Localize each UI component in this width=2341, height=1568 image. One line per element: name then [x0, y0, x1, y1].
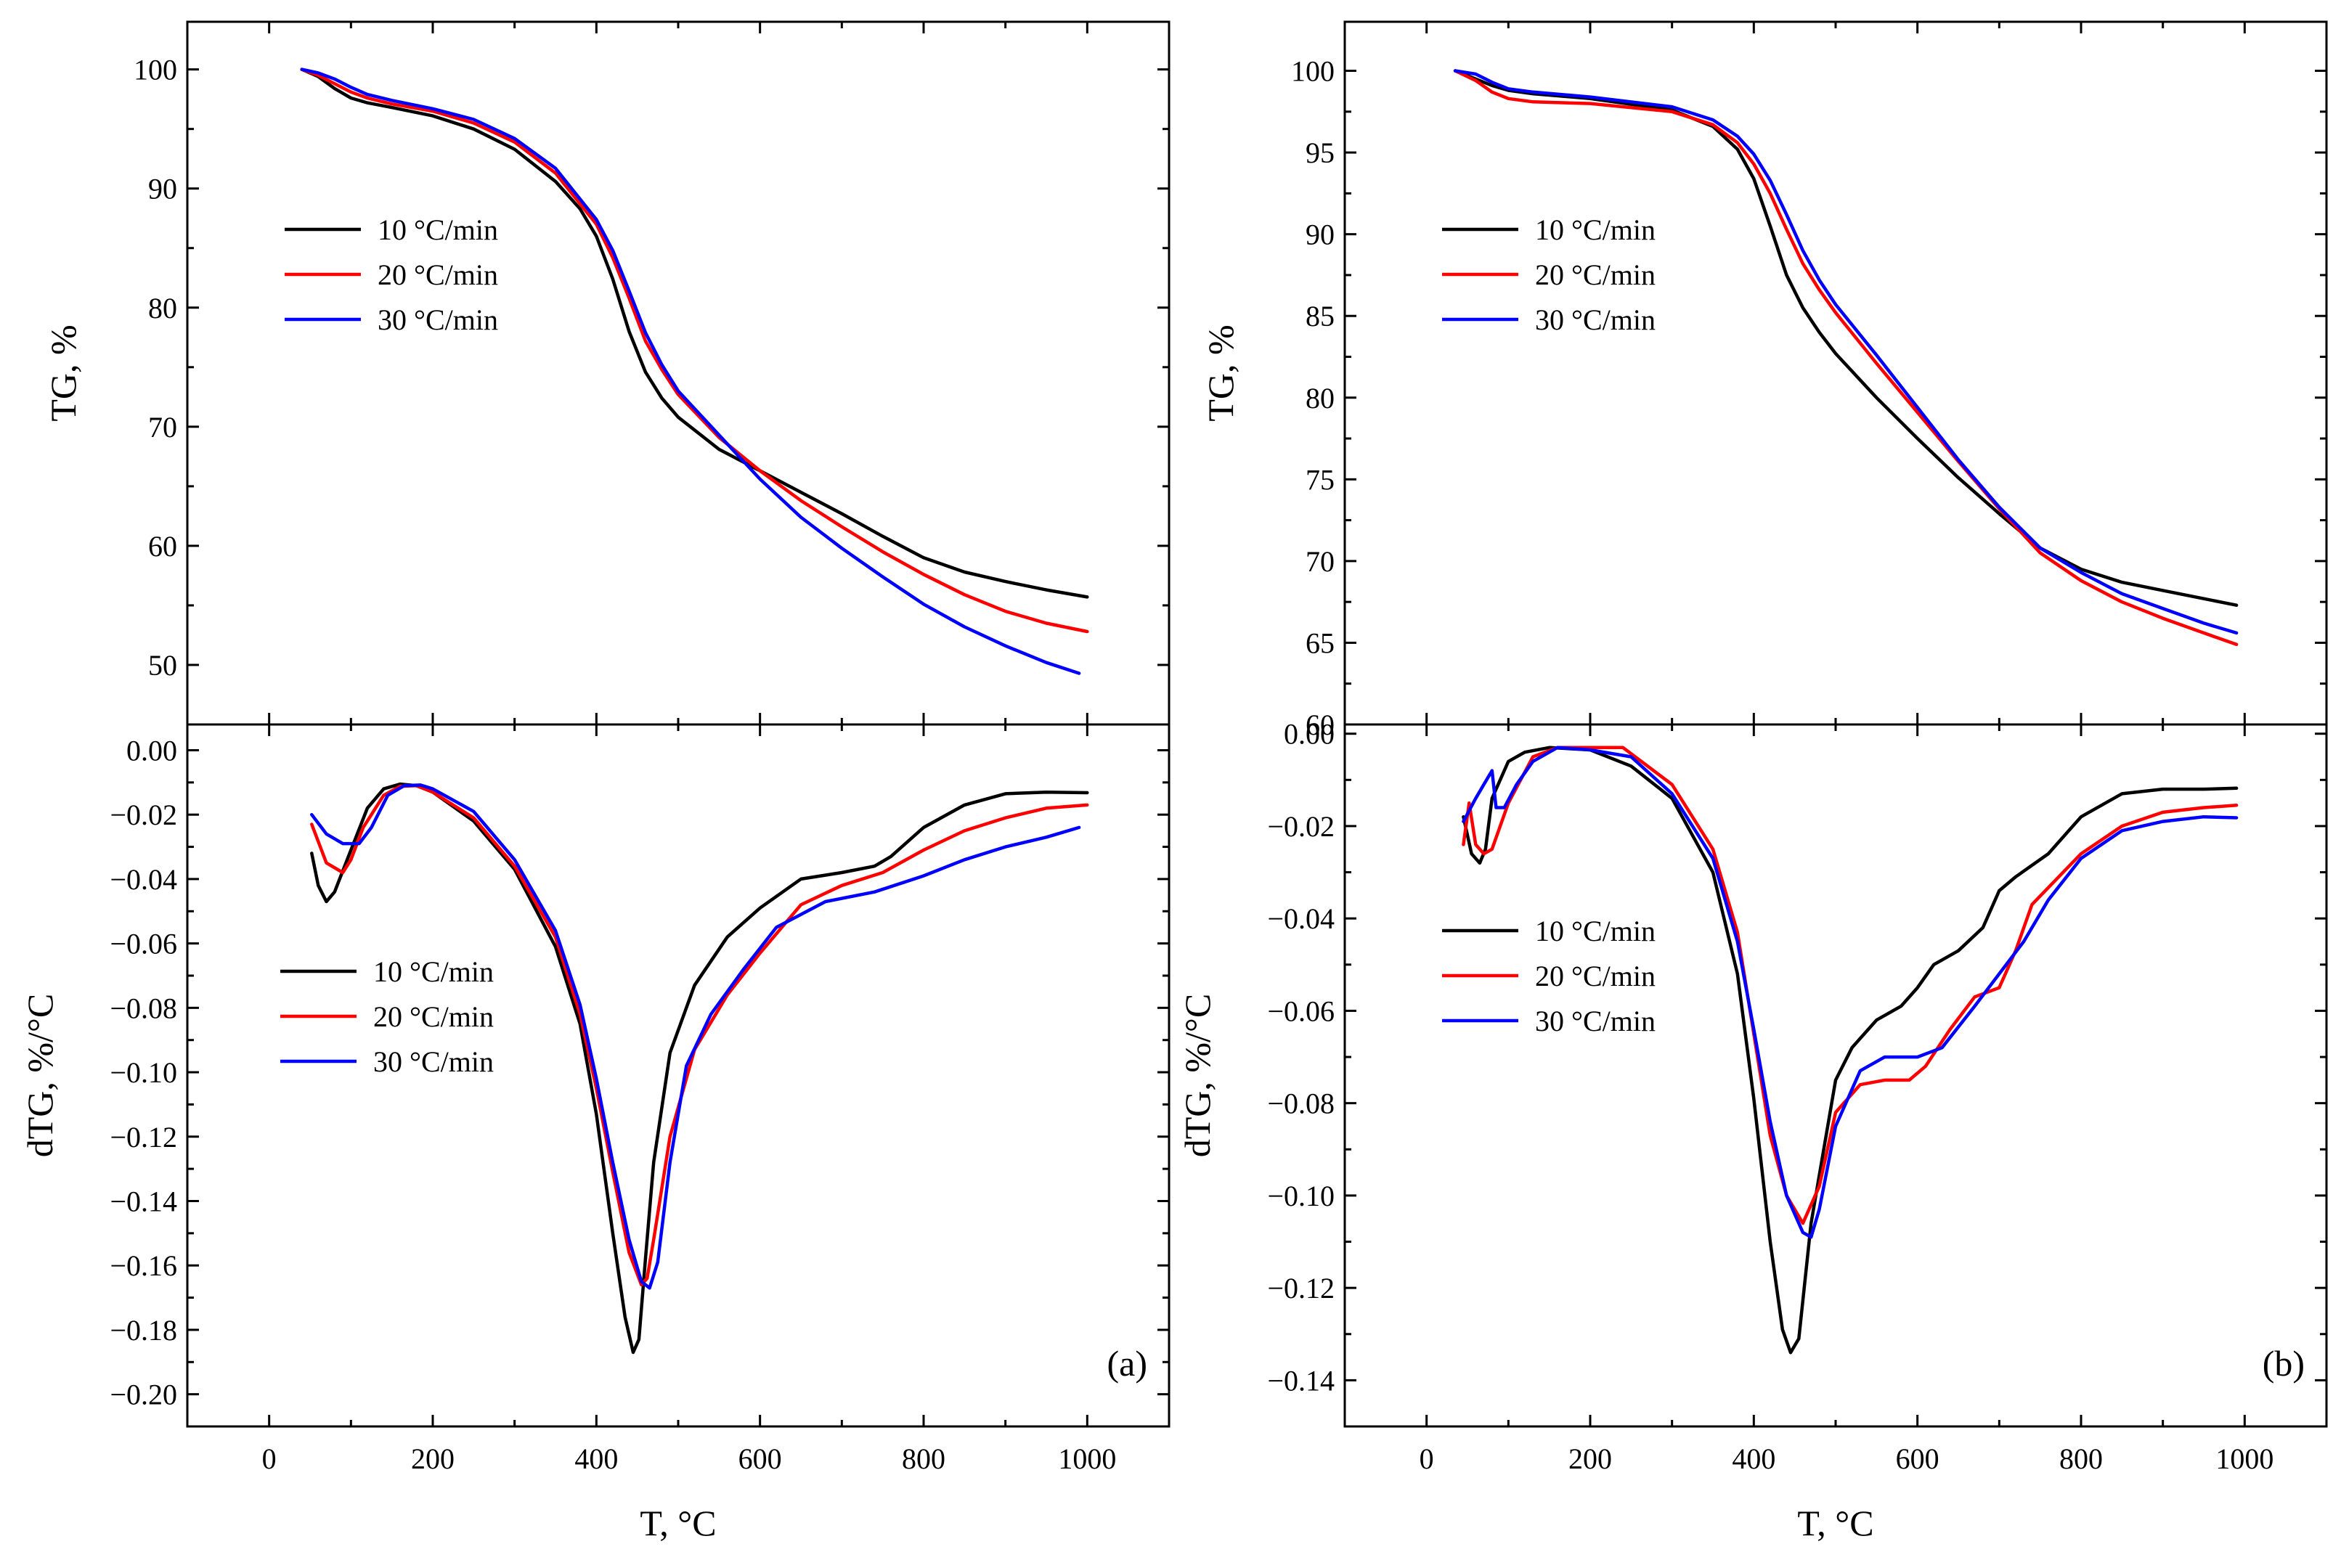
plot-frame: [1343, 723, 2328, 1428]
y-tick-label: 65: [1306, 626, 1335, 659]
y-tick-label: 85: [1306, 300, 1335, 332]
legend-label: 10 °C/min: [1535, 915, 1656, 947]
y-tick-label: −0.12: [110, 1121, 177, 1153]
legend-label: 10 °C/min: [1535, 213, 1656, 246]
plot-frame: [186, 20, 1170, 726]
y-axis-title: dTG, %/°C: [20, 994, 60, 1158]
y-tick-label: −0.16: [110, 1249, 177, 1282]
panel-b-top: 60 65 70 75 80 85 90 95 100 TG, % 10 °C/min 20 °C/m…: [1200, 20, 2328, 741]
y-tick-label: −0.12: [1267, 1272, 1335, 1304]
y-tick-label: 70: [148, 411, 177, 444]
y-tick-label: −0.02: [1267, 810, 1335, 843]
legend-label: 20 °C/min: [378, 258, 498, 291]
series-line-20-cpm: [300, 68, 1089, 634]
panel-a-top: 50 60 70 80 90 100 TG, % 10 °C/min 20 °C/min 30 °…: [43, 20, 1170, 726]
x-axis-title: T, °C: [1797, 1503, 1873, 1543]
y-tick-label: −0.04: [110, 863, 177, 896]
y-tick-label: 0.00: [126, 734, 177, 767]
y-tick-label: 90: [1306, 219, 1335, 251]
y-tick-label: −0.06: [110, 928, 177, 960]
legend-label: 30 °C/min: [1535, 303, 1656, 336]
y-tick-label: 100: [1291, 55, 1335, 88]
y-tick-label: 90: [148, 173, 177, 205]
panel-label: (a): [1107, 1343, 1148, 1384]
y-tick-label: 60: [1306, 709, 1335, 741]
legend-label: 30 °C/min: [378, 303, 498, 336]
legend-label: 20 °C/min: [1535, 258, 1656, 291]
y-axis-title: TG, %: [43, 324, 84, 421]
x-tick-label: 1000: [2215, 1442, 2273, 1475]
x-tick-label: 800: [902, 1442, 945, 1475]
y-tick-label: 70: [1306, 545, 1335, 578]
y-tick-label: 100: [134, 54, 177, 86]
y-tick-label: −0.20: [110, 1379, 177, 1411]
y-tick-label: −0.08: [110, 992, 177, 1024]
x-tick-label: 400: [1732, 1442, 1775, 1475]
y-tick-label: 75: [1306, 463, 1335, 496]
series-line-30-cpm: [300, 68, 1081, 675]
legend-label: 10 °C/min: [373, 955, 494, 988]
x-tick-label: 600: [1896, 1442, 1939, 1475]
y-tick-label: 0.00: [1284, 718, 1335, 751]
y-tick-label: −0.14: [1267, 1364, 1335, 1397]
x-tick-label: 0: [1420, 1442, 1434, 1475]
y-axis-title: TG, %: [1200, 324, 1241, 421]
y-tick-label: 80: [1306, 382, 1335, 415]
series-line-30-cpm: [310, 783, 1081, 1290]
y-tick-label: −0.10: [1267, 1180, 1335, 1212]
x-tick-label: 1000: [1058, 1442, 1116, 1475]
plot-frame: [186, 723, 1170, 1428]
series-line-20-cpm: [1453, 69, 2239, 646]
series-line-10-cpm: [300, 68, 1089, 599]
x-tick-label: 200: [411, 1442, 455, 1475]
legend-label: 20 °C/min: [1535, 960, 1656, 992]
x-tick-label: 200: [1568, 1442, 1612, 1475]
y-tick-label: 50: [148, 649, 177, 682]
panel-label: (b): [2263, 1343, 2305, 1384]
legend-label: 20 °C/min: [373, 1000, 494, 1033]
y-tick-label: 80: [148, 292, 177, 324]
x-tick-label: 0: [262, 1442, 277, 1475]
legend-label: 30 °C/min: [1535, 1005, 1656, 1037]
panel-b-bottom: 0.00 −0.02 −0.04 −0.06 −0.08 −0.10 −0.12 −0.14 0…: [1177, 718, 2328, 1543]
series-line-30-cpm: [1462, 746, 2239, 1239]
series-line-10-cpm: [1462, 746, 2239, 1355]
y-tick-label: −0.06: [1267, 995, 1335, 1027]
y-tick-label: −0.18: [110, 1314, 177, 1347]
y-tick-label: −0.04: [1267, 902, 1335, 935]
y-axis-title: dTG, %/°C: [1177, 994, 1218, 1158]
y-tick-label: −0.08: [1267, 1087, 1335, 1120]
series-line-30-cpm: [1453, 69, 2239, 635]
legend-label: 30 °C/min: [373, 1045, 494, 1078]
y-tick-label: −0.10: [110, 1056, 177, 1089]
x-tick-label: 600: [738, 1442, 782, 1475]
y-tick-label: −0.02: [110, 799, 177, 831]
x-axis-title: T, °C: [640, 1503, 716, 1543]
plot-frame: [1343, 20, 2328, 726]
y-tick-label: −0.14: [110, 1185, 177, 1217]
legend-label: 10 °C/min: [378, 213, 498, 246]
y-tick-label: 60: [148, 530, 177, 563]
x-tick-label: 800: [2059, 1442, 2103, 1475]
series-line-20-cpm: [310, 784, 1089, 1287]
x-tick-label: 400: [574, 1442, 618, 1475]
series-line-10-cpm: [310, 782, 1089, 1355]
series-line-10-cpm: [1453, 69, 2239, 607]
y-tick-label: 95: [1306, 136, 1335, 169]
panel-a-bottom: 0.00 −0.02 −0.04 −0.06 −0.08 −0.10 −0.12 −0.14 −…: [20, 723, 1170, 1543]
